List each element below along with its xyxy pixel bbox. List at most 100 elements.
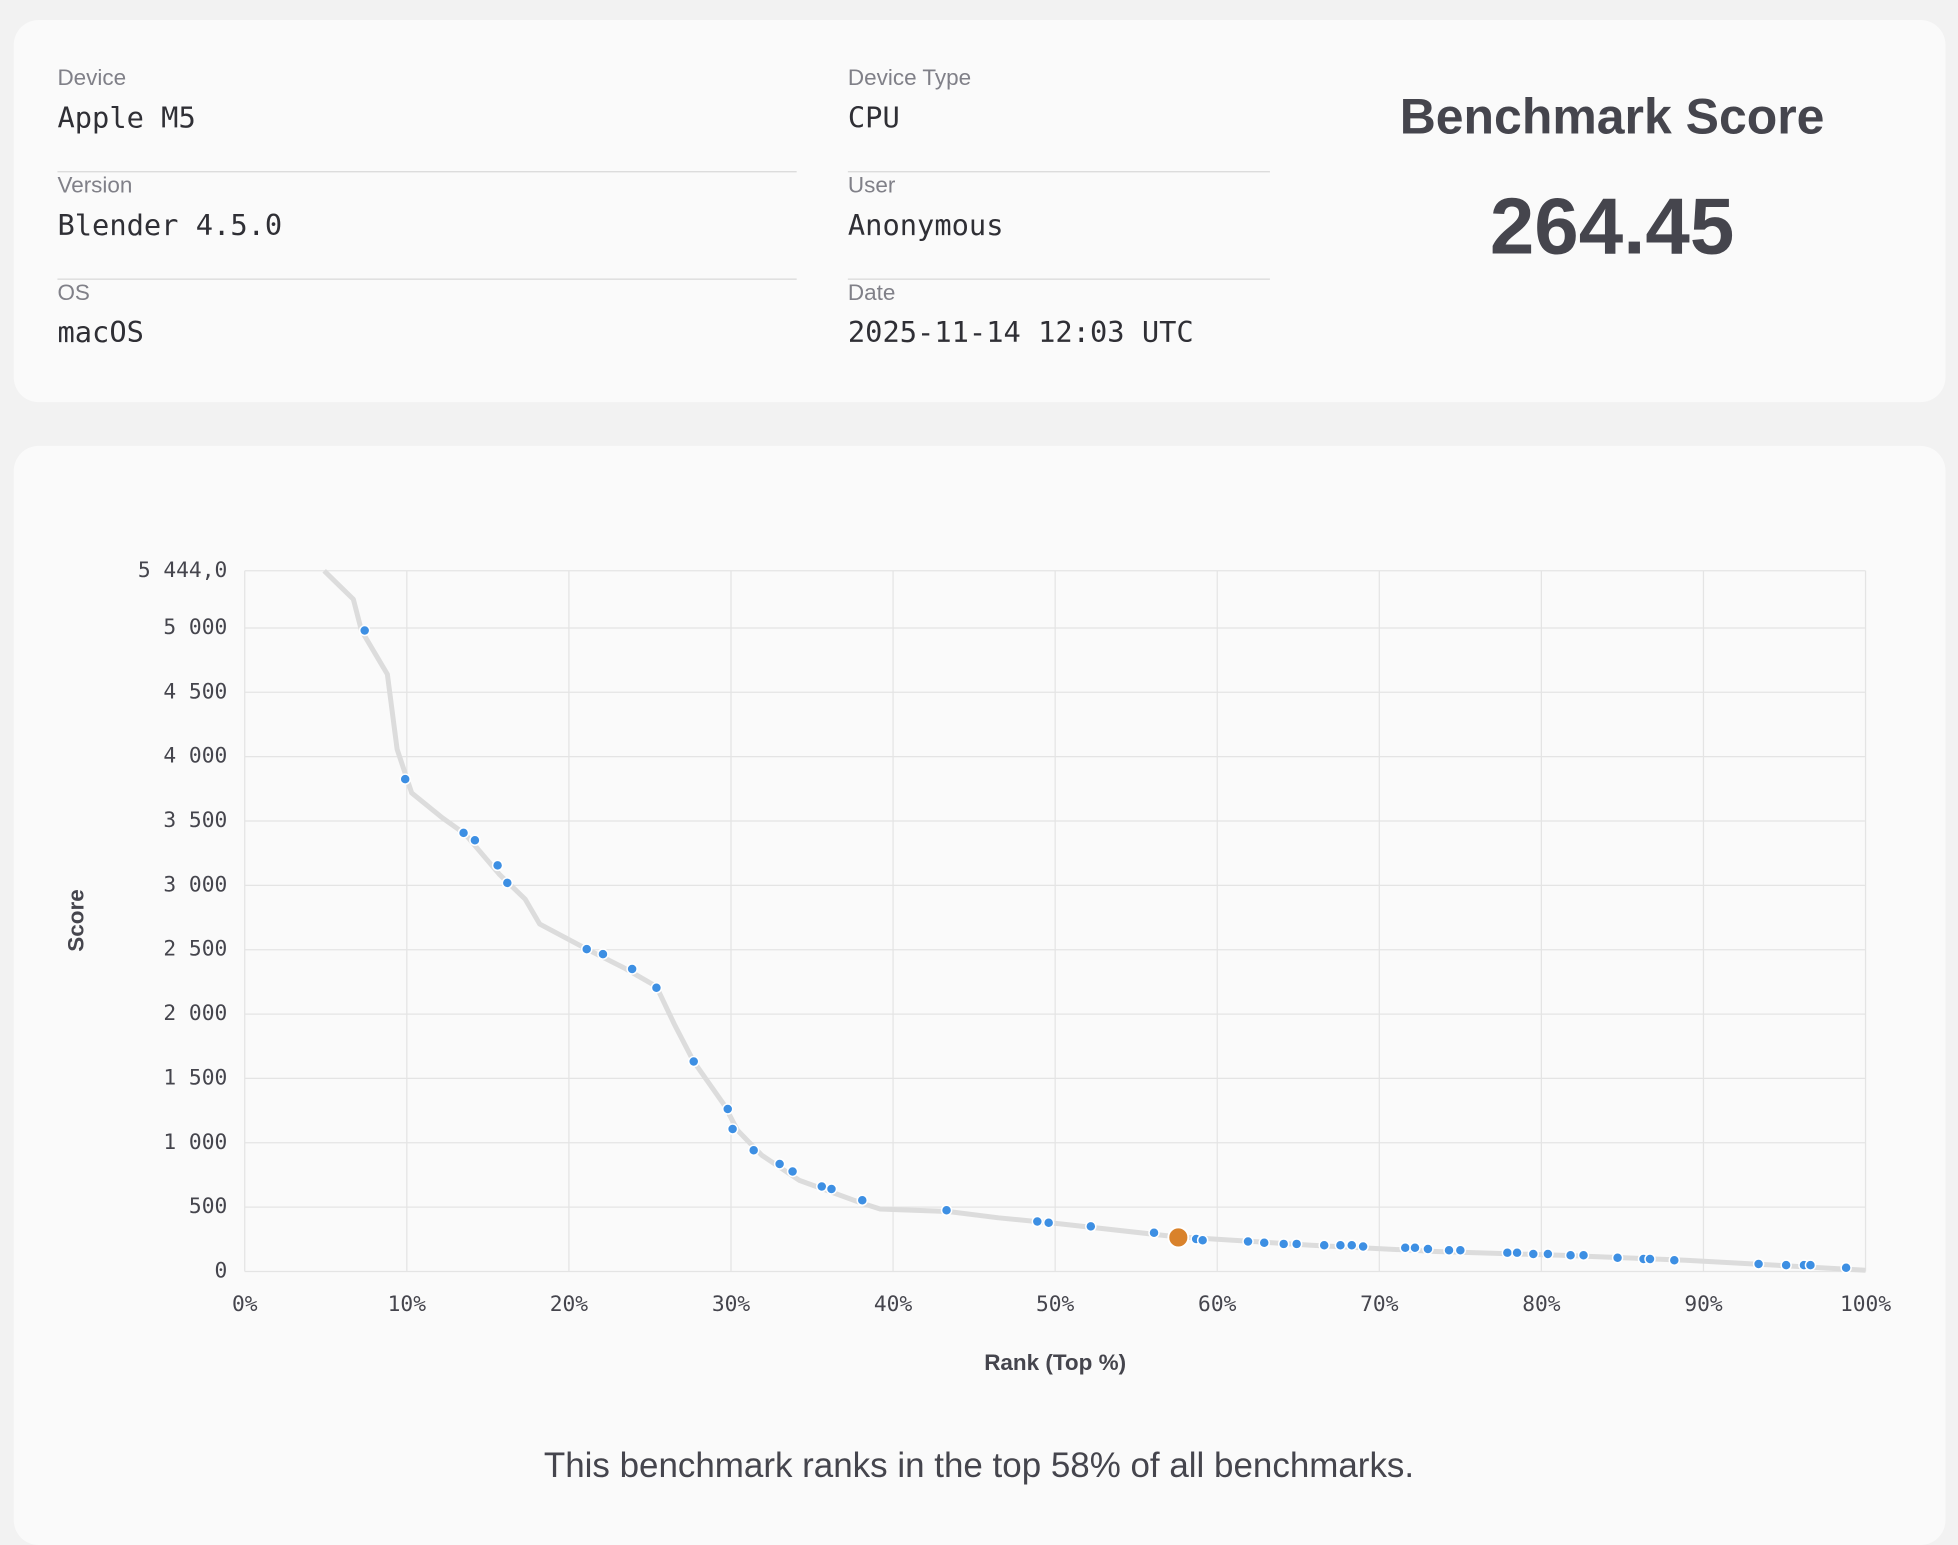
field-label: OS [57, 279, 90, 305]
data-point [597, 948, 609, 960]
chart-card [13, 445, 1946, 1545]
data-point [457, 827, 470, 839]
y-tick-label: 500 [189, 1194, 227, 1219]
data-point [1611, 1251, 1624, 1264]
info-field: Date 2025-11-14 12:03 UTC [848, 280, 1270, 387]
data-point [816, 1180, 828, 1193]
info-field: User Anonymous [847, 172, 1270, 280]
data-point [1443, 1244, 1455, 1256]
data-point [1334, 1239, 1347, 1251]
info-column: Device Apple M5 Version Blender 4.5.0 OS macO… [57, 64, 797, 387]
data-point [773, 1158, 786, 1170]
x-axis-title: Rank (Top %) [984, 1350, 1126, 1375]
y-tick-label: 0 [214, 1258, 227, 1283]
data-point [825, 1183, 838, 1195]
y-tick-label: 4 500 [163, 679, 227, 704]
field-label: Version [57, 172, 133, 198]
data-point [747, 1144, 760, 1156]
y-tick-label: 1 000 [163, 1130, 227, 1155]
data-point [358, 624, 371, 637]
info-card: Device Apple M5 Version Blender 4.5.0 OS macO… [13, 19, 1946, 403]
data-point [1542, 1248, 1554, 1260]
field-label: User [847, 172, 896, 198]
field-label: Date [847, 279, 896, 305]
page: Device Apple M5 Version Blender 4.5.0 OS macO… [13, 19, 1946, 1485]
data-point [1527, 1248, 1540, 1260]
data-point [1277, 1238, 1290, 1250]
info-field: Device Apple M5 [57, 64, 797, 173]
x-tick-label: 50% [1036, 1292, 1075, 1317]
y-tick-label: 5 000 [163, 615, 227, 640]
field-value: Anonymous [847, 209, 1004, 243]
data-point [1318, 1239, 1330, 1251]
field-label: Device [57, 64, 127, 90]
x-tick-label: 90% [1684, 1292, 1723, 1317]
field-value: CPU [847, 102, 900, 135]
data-point [1258, 1237, 1270, 1249]
data-point [501, 877, 514, 889]
data-point [1511, 1246, 1523, 1259]
score-value: 264.45 [1489, 181, 1735, 272]
y-tick-label: 2 500 [163, 937, 227, 962]
data-point [1085, 1220, 1097, 1233]
y-axis-title: Score [63, 889, 88, 951]
data-point [722, 1103, 734, 1115]
data-point [1031, 1215, 1044, 1228]
x-tick-label: 80% [1522, 1292, 1561, 1317]
info-field: OS macOS [57, 280, 796, 387]
x-tick-label: 60% [1198, 1292, 1237, 1317]
field-value: Apple M5 [57, 102, 196, 135]
data-point [856, 1194, 869, 1207]
field-label: Device Type [847, 64, 972, 90]
data-point [1290, 1238, 1303, 1250]
data-point [1042, 1216, 1055, 1229]
chart: Rank (Top %) Score This benchmark ranks … [63, 558, 1891, 1485]
data-point [469, 834, 481, 847]
data-point [1840, 1262, 1852, 1274]
x-tick-label: 0% [232, 1292, 258, 1317]
data-point [399, 773, 411, 785]
info-field: Device Type CPU [847, 64, 1270, 173]
y-tick-label: 2 000 [163, 1001, 227, 1026]
score-title: Benchmark Score [1399, 89, 1825, 145]
x-tick-label: 30% [712, 1292, 751, 1317]
data-point [687, 1055, 700, 1068]
data-point [1752, 1258, 1765, 1270]
data-point [726, 1123, 739, 1135]
x-tick-label: 70% [1360, 1292, 1399, 1317]
x-tick-label: 100% [1840, 1292, 1891, 1317]
field-value: macOS [57, 317, 144, 350]
data-point [1804, 1259, 1817, 1271]
x-tick-label: 40% [874, 1292, 913, 1317]
data-point [1780, 1259, 1792, 1271]
data-point [1564, 1249, 1577, 1262]
x-tick-label: 20% [550, 1292, 589, 1317]
data-point [1409, 1242, 1421, 1254]
data-point [626, 963, 638, 975]
data-point [1501, 1246, 1514, 1259]
info-field: Version Blender 4.5.0 [57, 172, 797, 280]
data-point [1196, 1234, 1209, 1246]
data-point [940, 1204, 953, 1216]
y-tick-label: 3 500 [163, 808, 227, 833]
field-value: Blender 4.5.0 [57, 209, 283, 243]
data-point [1454, 1244, 1467, 1256]
data-point [1577, 1249, 1590, 1262]
data-point [650, 982, 663, 994]
y-tick-label: 1 500 [163, 1065, 227, 1090]
data-point [1644, 1253, 1656, 1265]
screen: Device Apple M5 Version Blender 4.5.0 OS macO… [13, 19, 1946, 1485]
data-point [1242, 1235, 1254, 1248]
data-point [1346, 1239, 1358, 1251]
data-point [491, 859, 504, 872]
data-point [1148, 1226, 1160, 1239]
field-value: 2025-11-14 12:03 UTC [847, 317, 1194, 350]
y-tick-label: 5 444,0 [138, 558, 227, 583]
x-tick-label: 10% [388, 1292, 427, 1317]
highlight-point [1167, 1226, 1190, 1249]
rank-curve [322, 569, 1866, 1273]
data-point [580, 943, 593, 955]
data-point [1399, 1242, 1411, 1254]
data-point [1357, 1240, 1369, 1253]
data-point [1668, 1254, 1681, 1267]
